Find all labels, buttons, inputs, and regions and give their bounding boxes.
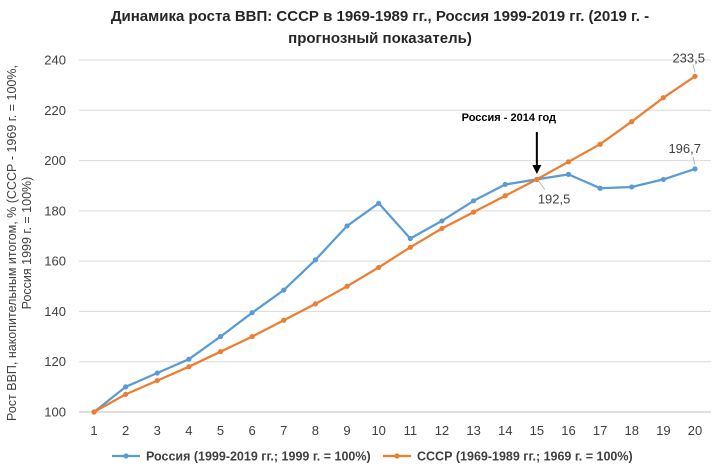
series-1-point	[692, 166, 698, 172]
series-1-point	[502, 181, 508, 188]
x-tick-label: 14	[498, 423, 512, 438]
legend-entry: Россия (1999-2019 гг.; 1999 г. = 100%)	[146, 450, 371, 464]
series-1-point	[660, 176, 666, 183]
series-2-point	[597, 141, 603, 147]
x-tick-label: 4	[185, 423, 192, 438]
series-2-point	[502, 193, 508, 199]
y-tick-label: 140	[44, 304, 66, 319]
series-1-point	[439, 218, 445, 224]
series-1-point	[249, 310, 255, 316]
x-tick-label: 17	[593, 423, 607, 438]
y-tick-label: 240	[44, 53, 66, 68]
x-tick-label: 15	[530, 423, 544, 438]
series-1-point	[123, 384, 129, 390]
series-1-point	[217, 333, 224, 340]
series-2-point	[312, 301, 319, 307]
x-tick-label: 13	[466, 423, 480, 438]
x-tick-label: 12	[435, 423, 449, 438]
series-1-point	[565, 171, 572, 177]
series-1-point	[407, 235, 413, 242]
y-tick-label: 120	[44, 354, 66, 369]
x-tick-label: 9	[343, 423, 350, 438]
annotation-label: Россия - 2014 год	[462, 112, 556, 124]
x-tick-label: 19	[656, 423, 670, 438]
y-tick-label: 200	[44, 153, 66, 168]
y-tick-label: 100	[44, 405, 66, 420]
y-tick-label: 220	[44, 103, 66, 118]
y-tick-label: 160	[44, 254, 66, 269]
series-line-2	[93, 75, 696, 413]
y-tick-label: 180	[44, 203, 66, 218]
series-1-point	[281, 287, 287, 293]
series-2-point	[534, 176, 540, 183]
series-2-point	[344, 283, 350, 289]
series-1-point	[470, 198, 477, 204]
chart-title: Динамика роста ВВП: СССР в 1969-1989 гг.…	[110, 8, 650, 47]
series-line-1	[93, 167, 696, 413]
series-1-point	[344, 223, 350, 229]
data-label-leader	[538, 181, 546, 190]
series-2-point	[629, 119, 635, 125]
legend-swatch-marker	[123, 453, 129, 459]
data-label: 233,5	[672, 50, 705, 65]
series-1-point	[154, 370, 160, 376]
series-2-point	[123, 391, 129, 397]
x-tick-label: 16	[561, 423, 575, 438]
series-1-point	[376, 200, 382, 206]
series-1-point	[186, 356, 192, 362]
series-1-point	[629, 184, 635, 190]
series-2-point	[217, 349, 224, 355]
data-label: 192,5	[538, 191, 571, 206]
series-2-point	[692, 73, 698, 79]
data-label: 196,7	[668, 141, 701, 156]
series-2-point	[376, 264, 382, 271]
series-2-point	[565, 159, 572, 165]
x-tick-label: 1	[90, 423, 97, 438]
x-tick-label: 10	[371, 423, 385, 438]
series-1-point	[597, 185, 603, 191]
legend-entry: СССР (1969-1989 гг.; 1969 г. = 100%)	[417, 450, 633, 464]
x-tick-label: 20	[688, 423, 702, 438]
series-2-point	[186, 364, 192, 370]
x-tick-label: 5	[217, 423, 224, 438]
annotation-arrow-head	[532, 165, 542, 174]
x-tick-label: 11	[404, 423, 418, 438]
series-2-point	[154, 377, 160, 384]
data-label-leader	[692, 64, 696, 73]
x-tick-label: 6	[249, 423, 256, 438]
series-2-point	[249, 333, 255, 340]
series-2-point	[439, 225, 445, 232]
legend-swatch-marker	[394, 453, 400, 459]
series-2-point	[407, 244, 413, 250]
series-2-point	[660, 95, 666, 101]
series-2-point	[470, 209, 477, 215]
x-tick-label: 7	[280, 423, 287, 438]
series-1-point	[312, 257, 319, 263]
x-tick-label: 2	[122, 423, 129, 438]
series-2-point	[91, 409, 97, 415]
series-2-point	[281, 317, 287, 323]
x-tick-label: 8	[312, 423, 319, 438]
data-label-leader	[692, 156, 696, 165]
x-tick-label: 3	[154, 423, 161, 438]
x-tick-label: 18	[625, 423, 639, 438]
